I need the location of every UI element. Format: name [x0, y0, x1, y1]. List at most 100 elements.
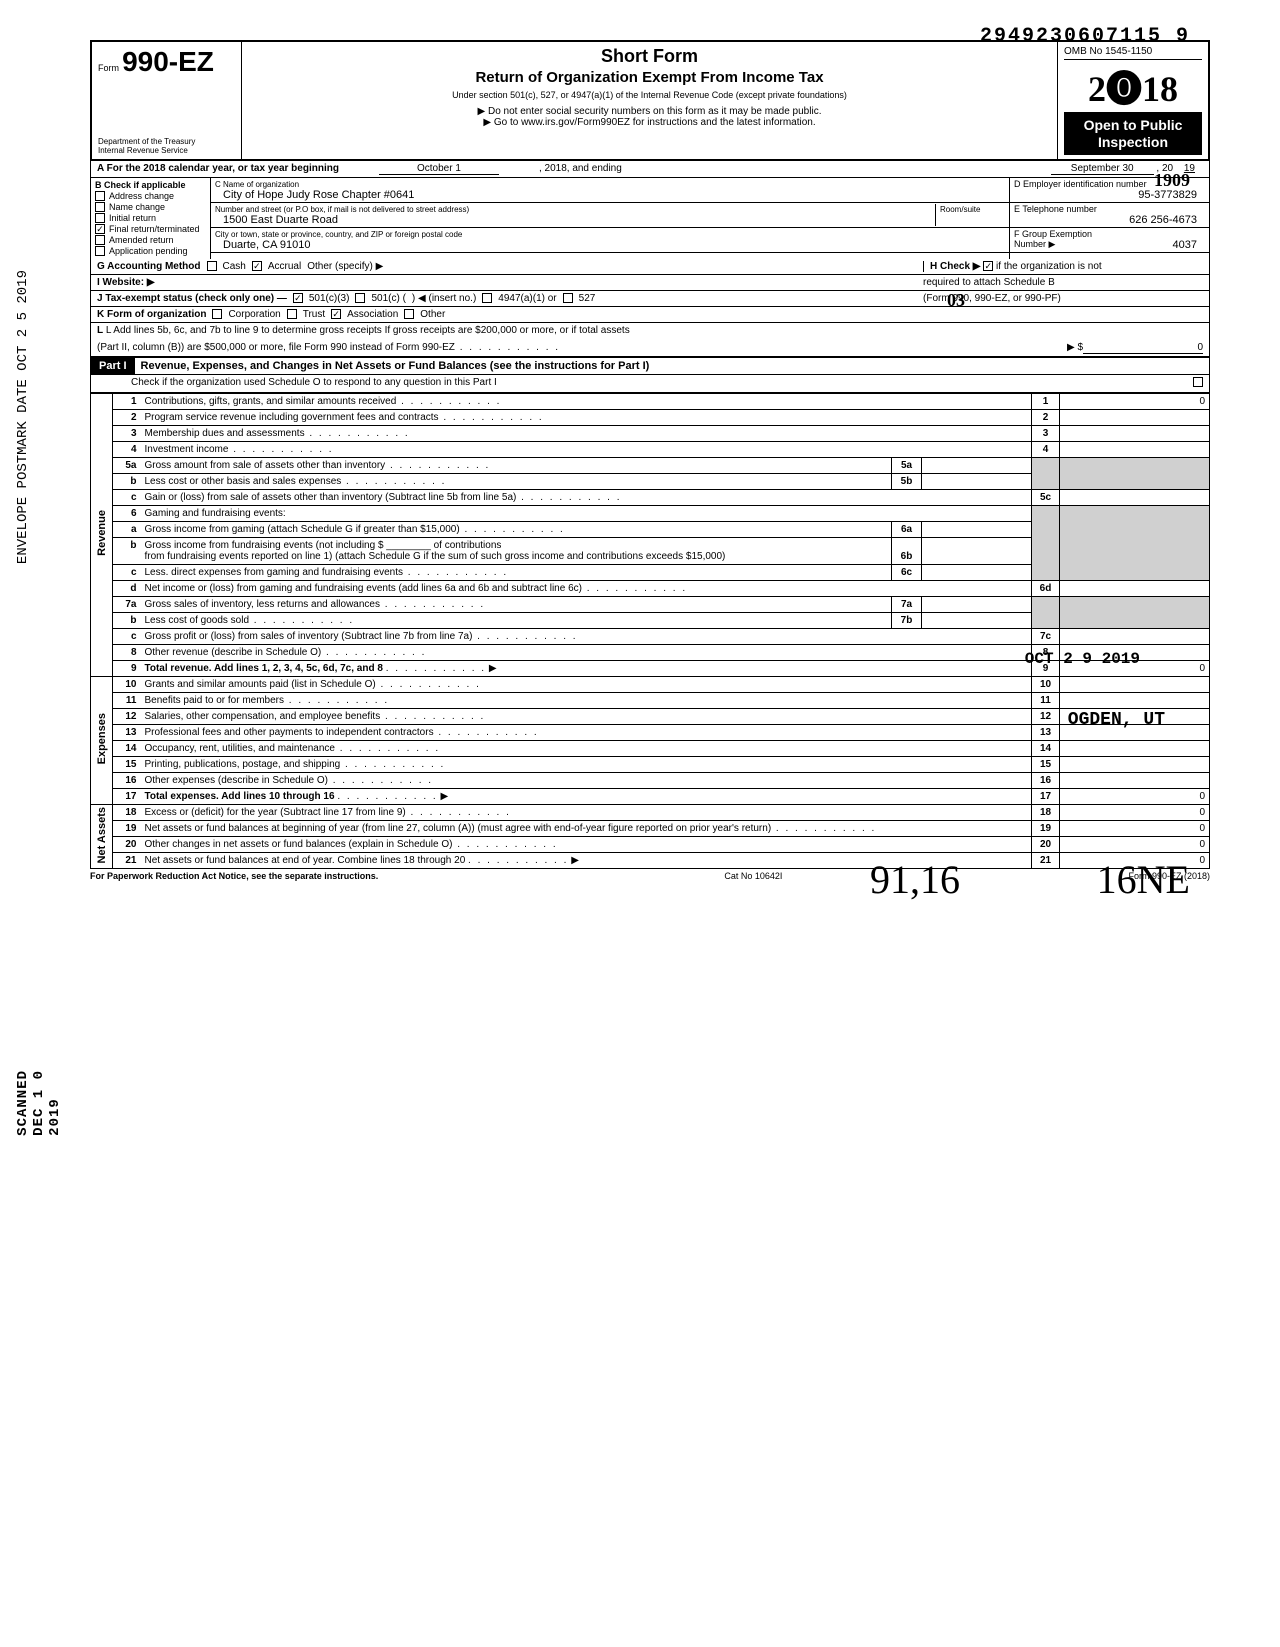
chk-address-change[interactable]	[95, 191, 105, 201]
irs-ogden-stamp: OGDEN, UT	[1068, 710, 1165, 730]
gross-receipts: 0	[1083, 342, 1203, 354]
chk-cash[interactable]	[207, 261, 217, 271]
chk-initial-return[interactable]	[95, 213, 105, 223]
line-6d-num: d	[113, 580, 141, 596]
line-19-desc: Net assets or fund balances at beginning…	[141, 820, 1032, 836]
line-3-num: 3	[113, 425, 141, 441]
line-20-rnum: 20	[1032, 836, 1060, 852]
k-assoc-label: Association	[347, 309, 398, 320]
chk-amended-return-label: Amended return	[109, 235, 174, 245]
line-6c-subnum: 6c	[892, 564, 922, 580]
line-7a-subnum: 7a	[892, 596, 922, 612]
line-4-desc: Investment income	[141, 441, 1032, 457]
line-7c-val	[1060, 628, 1210, 644]
handwritten-signature-2: 16NE	[1097, 856, 1190, 903]
line-18-val: 0	[1060, 804, 1210, 820]
chk-501c3[interactable]: ✓	[293, 293, 303, 303]
chk-4947a1[interactable]	[482, 293, 492, 303]
line-7c-num: c	[113, 628, 141, 644]
k-label: K Form of organization	[97, 309, 206, 320]
org-phone: 626 256-4673	[1014, 214, 1205, 226]
form-under-section: Under section 501(c), 527, or 4947(a)(1)…	[248, 90, 1051, 100]
chk-other[interactable]	[404, 309, 414, 319]
chk-corporation[interactable]	[212, 309, 222, 319]
line-17-desc: Total expenses. Add lines 10 through 16 …	[141, 788, 1032, 804]
line-17-num: 17	[113, 788, 141, 804]
line-20-val: 0	[1060, 836, 1210, 852]
chk-name-change[interactable]	[95, 202, 105, 212]
line-6b-subnum: 6b	[892, 537, 922, 564]
form-prefix: Form	[98, 63, 119, 73]
l-text-1: L Add lines 5b, 6c, and 7b to line 9 to …	[106, 325, 630, 336]
line-6d-desc: Net income or (loss) from gaming and fun…	[141, 580, 1032, 596]
line-14-val	[1060, 740, 1210, 756]
line-1-val: 0	[1060, 393, 1210, 409]
line-12-rnum: 12	[1032, 708, 1060, 724]
chk-name-change-label: Name change	[109, 202, 165, 212]
chk-association[interactable]: ✓	[331, 309, 341, 319]
row-a-mid: , 2018, and ending	[539, 163, 622, 175]
line-5b-subnum: 5b	[892, 473, 922, 489]
agency-line-1: Department of the Treasury	[98, 137, 235, 146]
line-15-num: 15	[113, 756, 141, 772]
tax-year-end-month: September 30	[1051, 163, 1154, 175]
part-1-table: Revenue 1 Contributions, gifts, grants, …	[90, 393, 1210, 869]
chk-schedule-b-not-required[interactable]: ✓	[983, 261, 993, 271]
line-20-num: 20	[113, 836, 141, 852]
line-5a-subnum: 5a	[892, 457, 922, 473]
tel-label: E Telephone number	[1014, 204, 1097, 214]
line-6c-num: c	[113, 564, 141, 580]
line-16-num: 16	[113, 772, 141, 788]
part-1-label: Part I	[91, 358, 135, 374]
chk-amended-return[interactable]	[95, 235, 105, 245]
line-5a-desc: Gross amount from sale of assets other t…	[141, 457, 892, 473]
form-header: Form 990-EZ Department of the Treasury I…	[90, 40, 1210, 161]
chk-final-return[interactable]: ✓	[95, 224, 105, 234]
chk-501c[interactable]	[355, 293, 365, 303]
line-5c-num: c	[113, 489, 141, 505]
h-text-2: required to attach Schedule B	[923, 277, 1055, 288]
k-other-label: Other	[420, 309, 445, 320]
col-b-header: B Check if applicable	[95, 180, 186, 190]
line-5a-subval	[922, 457, 1032, 473]
org-name-label: C Name of organization	[215, 180, 299, 189]
line-10-rnum: 10	[1032, 676, 1060, 692]
chk-527[interactable]	[563, 293, 573, 303]
line-10-desc: Grants and similar amounts paid (list in…	[141, 676, 1032, 692]
line-5c-desc: Gain or (loss) from sale of assets other…	[141, 489, 1032, 505]
line-6a-subnum: 6a	[892, 521, 922, 537]
line-5b-subval	[922, 473, 1032, 489]
line-10-val	[1060, 676, 1210, 692]
line-5c-val	[1060, 489, 1210, 505]
line-12-desc: Salaries, other compensation, and employ…	[141, 708, 1032, 724]
row-a-label: A For the 2018 calendar year, or tax yea…	[97, 163, 339, 175]
line-16-desc: Other expenses (describe in Schedule O)	[141, 772, 1032, 788]
line-7b-subnum: 7b	[892, 612, 922, 628]
org-address: 1500 East Duarte Road	[215, 214, 338, 226]
line-11-desc: Benefits paid to or for members	[141, 692, 1032, 708]
g-other-label: Other (specify) ▶	[307, 261, 383, 272]
net-assets-section-label: Net Assets	[96, 807, 108, 863]
tax-year-prefix: 2⓿	[1088, 69, 1142, 109]
j-4947a1-label: 4947(a)(1) or	[498, 293, 556, 304]
footer-left: For Paperwork Reduction Act Notice, see …	[90, 871, 378, 881]
scanned-stamp: SCANNED DEC 1 0 2019	[15, 1070, 63, 1136]
chk-trust[interactable]	[287, 309, 297, 319]
chk-application-pending[interactable]	[95, 246, 105, 256]
part-1-title: Revenue, Expenses, and Changes in Net As…	[135, 358, 1209, 374]
j-501c-label: 501(c) (	[371, 293, 405, 304]
line-15-val	[1060, 756, 1210, 772]
chk-schedule-o-part-1[interactable]	[1193, 377, 1203, 387]
line-12-num: 12	[113, 708, 141, 724]
line-17-val: 0	[1060, 788, 1210, 804]
row-a-tax-year: A For the 2018 calendar year, or tax yea…	[90, 161, 1210, 178]
l-arrow: ▶ $	[1067, 342, 1083, 354]
line-6d-rnum: 6d	[1032, 580, 1060, 596]
line-6c-desc: Less. direct expenses from gaming and fu…	[141, 564, 892, 580]
line-3-val	[1060, 425, 1210, 441]
line-7b-desc: Less cost of goods sold	[141, 612, 892, 628]
line-1-rnum: 1	[1032, 393, 1060, 409]
org-name: City of Hope Judy Rose Chapter #0641	[215, 189, 414, 201]
line-6c-subval	[922, 564, 1032, 580]
chk-accrual[interactable]: ✓	[252, 261, 262, 271]
